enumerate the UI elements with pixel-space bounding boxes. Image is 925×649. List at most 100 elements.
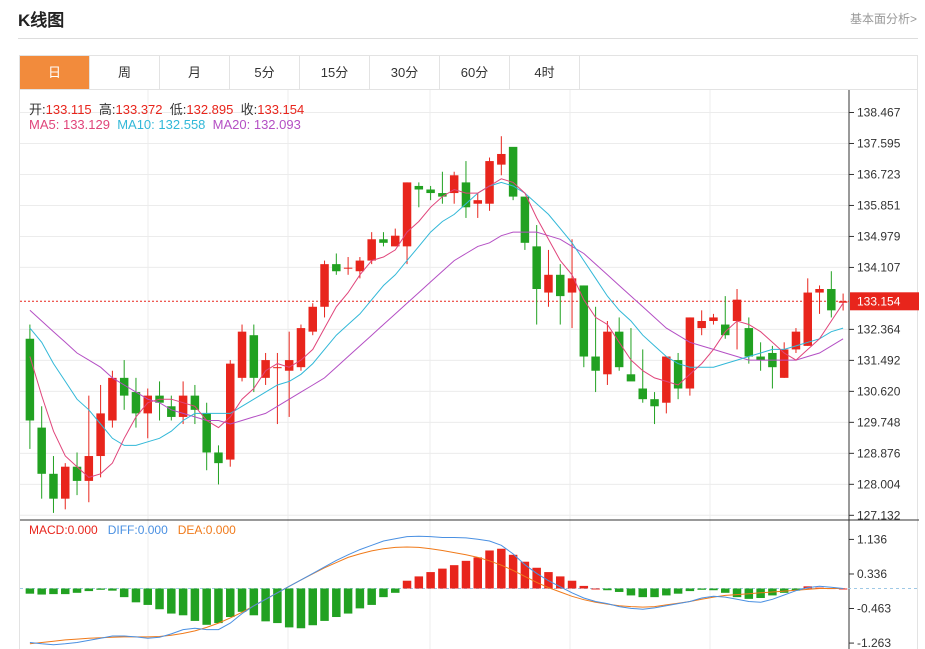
macd-histogram-bar — [131, 588, 141, 603]
macd-histogram-bar — [556, 576, 565, 589]
candle-body — [697, 320, 706, 329]
tab-day[interactable]: 日 — [20, 56, 90, 89]
candle-body — [237, 331, 247, 378]
macd-y-tick-label: 0.336 — [857, 567, 887, 581]
macd-histogram-bar — [685, 588, 695, 592]
candle-body — [756, 356, 765, 361]
candle-body — [473, 200, 482, 204]
candle-body — [779, 349, 789, 378]
macd-histogram-bar — [37, 588, 46, 595]
y-tick-label: 134.979 — [857, 229, 901, 243]
candle-body — [367, 239, 376, 261]
candle-body — [379, 239, 388, 243]
candle-body — [638, 388, 647, 400]
y-tick-label: 130.620 — [857, 384, 901, 398]
ma10-value: 132.558 — [158, 117, 206, 132]
y-tick-label: 128.004 — [857, 477, 901, 491]
candle-body — [143, 395, 152, 414]
candle-body — [296, 328, 306, 368]
macd-readout: MACD:0.000 DIFF:0.000 DEA:0.000 — [29, 523, 236, 537]
macd-histogram-bar — [426, 572, 435, 589]
y-tick-label: 132.364 — [857, 322, 901, 336]
y-tick-label: 136.723 — [857, 167, 901, 181]
candle-body — [226, 363, 235, 460]
candle-body — [650, 399, 659, 407]
candle-body — [261, 360, 270, 378]
candle-body — [414, 185, 424, 190]
macd-histogram-bar — [367, 588, 376, 605]
ma20-label: MA20: — [212, 117, 251, 132]
candle-body — [84, 456, 94, 481]
candle-body — [614, 331, 624, 368]
fundamental-analysis-link[interactable]: 基本面分析> — [849, 12, 917, 26]
page-title: K线图 — [18, 11, 65, 30]
dea-label: DEA: — [177, 523, 206, 537]
candle-body — [72, 466, 82, 481]
candle-body — [438, 193, 447, 197]
low-label: 低: — [169, 102, 187, 117]
candle-body — [673, 360, 683, 389]
candle-body — [178, 395, 188, 417]
y-tick-label: 138.467 — [857, 105, 901, 119]
candle-body — [485, 161, 494, 204]
candle-body — [497, 153, 506, 165]
macd-histogram-bar — [650, 588, 659, 598]
macd-histogram-bar — [49, 588, 58, 595]
close-label: 收: — [240, 102, 258, 117]
ma5-line — [29, 178, 844, 478]
y-tick-label: 129.748 — [857, 415, 901, 429]
candle-body — [391, 235, 400, 247]
tab-month[interactable]: 月 — [160, 56, 230, 89]
candle-body — [532, 246, 541, 290]
candle-body — [37, 427, 46, 474]
candle-body — [567, 278, 577, 293]
macd-histogram-bar — [155, 588, 164, 610]
candle-body — [662, 356, 671, 403]
macd-histogram-bar — [732, 588, 742, 598]
macd-histogram-bar — [579, 585, 589, 589]
candle-body — [827, 289, 836, 311]
kline-chart[interactable]: 138.467 137.595 136.723 135.851 134.979 134.1… — [20, 90, 919, 649]
candle-body — [355, 260, 365, 272]
tab-30min[interactable]: 30分 — [370, 56, 440, 89]
candle-body — [732, 299, 742, 321]
candle-body — [320, 264, 329, 307]
macd-histogram-bar — [178, 588, 188, 616]
candle-body — [202, 413, 211, 453]
macd-histogram-bar — [473, 557, 482, 589]
macd-histogram-bar — [838, 588, 848, 590]
macd-histogram-bar — [662, 588, 671, 596]
macd-histogram-bar — [143, 588, 152, 605]
tab-week[interactable]: 周 — [90, 56, 160, 89]
y-tick-label: 131.492 — [857, 353, 901, 367]
tab-15min[interactable]: 15分 — [300, 56, 370, 89]
candle-body — [96, 413, 105, 457]
candle-body — [343, 267, 353, 269]
open-label: 开: — [29, 102, 46, 117]
macd-histogram-bar — [202, 588, 211, 625]
macd-histogram-bar — [284, 588, 294, 628]
tab-60min[interactable]: 60分 — [440, 56, 510, 89]
chart-panel: 138.467 137.595 136.723 135.851 134.979 134.1… — [19, 90, 919, 649]
tab-4hour[interactable]: 4时 — [510, 56, 580, 89]
ohlc-readout: 开:133.115 高:133.372 低:132.895 收:133.154 — [29, 99, 304, 118]
candle-body — [49, 473, 58, 499]
candle-body — [815, 289, 824, 293]
diff-line — [29, 535, 844, 646]
tab-5min[interactable]: 5分 — [230, 56, 300, 89]
macd-histogram-bar — [603, 588, 612, 591]
y-tick-label: 137.595 — [857, 136, 901, 150]
ma10-label: MA10: — [117, 117, 155, 132]
candle-body — [214, 452, 223, 464]
open-value: 133.115 — [45, 102, 92, 117]
macd-histogram-bar — [214, 588, 223, 624]
macd-histogram-bar — [355, 588, 365, 609]
close-value: 133.154 — [257, 102, 305, 117]
high-label: 高: — [98, 102, 116, 117]
macd-histogram-bar — [72, 588, 82, 593]
macd-y-tick-label: -1.263 — [857, 636, 891, 649]
dea-value: 0.000 — [205, 523, 236, 537]
macd-histogram-bar — [261, 588, 270, 622]
candle-body — [508, 146, 518, 197]
macd-histogram-bar — [25, 588, 35, 594]
